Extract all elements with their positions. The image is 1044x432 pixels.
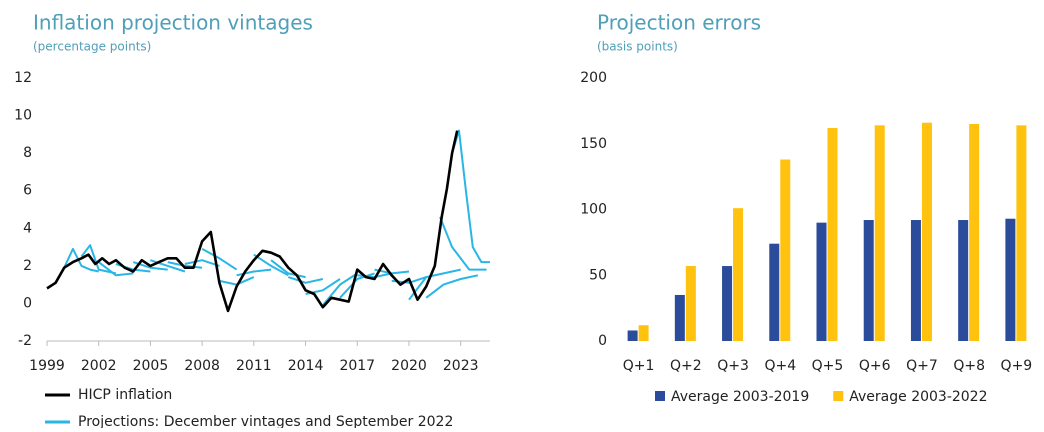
series-line [46, 130, 459, 313]
y-tick-label: 12 [14, 70, 32, 86]
series-line [219, 276, 255, 286]
x-tick-label: 2008 [184, 358, 220, 374]
x-tick-label: Q+5 [812, 358, 844, 374]
x-tick-label: 2005 [133, 358, 169, 374]
y-tick-label: 150 [580, 136, 607, 152]
x-tick-label: Q+1 [623, 358, 655, 374]
bar [685, 266, 696, 341]
series-line [451, 129, 490, 264]
bar [780, 159, 791, 341]
bar [769, 243, 780, 341]
series-line [270, 259, 306, 279]
chart-title: Inflation projection vintages [33, 11, 313, 35]
series-line [80, 244, 117, 275]
bar [874, 125, 885, 341]
legend-label: Average 2003-2019 [671, 389, 809, 405]
series-line [63, 247, 99, 273]
series-line [439, 216, 487, 271]
series-line [425, 274, 479, 299]
series-line [408, 268, 461, 301]
bar [921, 122, 932, 342]
bar [674, 294, 685, 341]
x-tick-label: Q+7 [906, 358, 938, 374]
y-tick-label: 200 [580, 70, 607, 86]
bar [733, 208, 744, 341]
bar [1016, 125, 1027, 341]
series-line [201, 248, 238, 271]
bar [910, 220, 921, 341]
y-tick-label: 8 [23, 145, 32, 161]
legend-swatch [655, 391, 665, 401]
series-line [184, 259, 220, 267]
x-tick-label: 2017 [339, 358, 375, 374]
x-tick-label: Q+6 [859, 358, 891, 374]
series-line [236, 268, 272, 277]
x-tick-label: 2020 [391, 358, 427, 374]
y-tick-label: -2 [18, 333, 32, 349]
y-tick-label: 2 [23, 258, 32, 274]
series-line [98, 261, 134, 277]
x-tick-label: 2002 [81, 358, 117, 374]
x-tick-label: Q+9 [1001, 358, 1033, 374]
x-tick-label: 2023 [443, 358, 479, 374]
chart-subtitle: (percentage points) [33, 40, 151, 54]
series-line [339, 272, 375, 299]
legend-label: HICP inflation [78, 387, 172, 403]
x-tick-label: Q+4 [764, 358, 796, 374]
series-line [253, 253, 289, 277]
bar [1005, 218, 1016, 341]
x-tick-label: Q+8 [953, 358, 985, 374]
bar [958, 220, 969, 341]
series-line [287, 276, 324, 284]
bar [863, 220, 874, 341]
chart-subtitle: (basis points) [597, 40, 678, 54]
legend-swatch [833, 391, 844, 401]
series-line [322, 272, 358, 306]
x-tick-label: 2011 [236, 358, 272, 374]
y-tick-label: 50 [589, 267, 607, 283]
bar [969, 124, 980, 342]
legend-label: Projections: December vintages and Septe… [78, 414, 453, 428]
y-tick-label: 0 [23, 295, 32, 311]
x-tick-label: 2014 [288, 358, 324, 374]
y-tick-label: 6 [23, 183, 32, 199]
y-tick-label: 100 [580, 202, 607, 218]
bar [627, 330, 638, 341]
y-tick-label: 0 [598, 333, 607, 349]
bar [816, 222, 827, 341]
x-tick-label: Q+3 [717, 358, 749, 374]
y-tick-label: 10 [14, 108, 32, 124]
chart-title: Projection errors [597, 11, 761, 35]
x-tick-label: 1999 [29, 358, 65, 374]
bar [827, 127, 838, 341]
x-tick-label: Q+2 [670, 358, 702, 374]
bar [722, 266, 733, 341]
y-tick-label: 4 [23, 220, 32, 236]
bar [638, 325, 649, 341]
legend-label: Average 2003-2022 [849, 389, 987, 405]
